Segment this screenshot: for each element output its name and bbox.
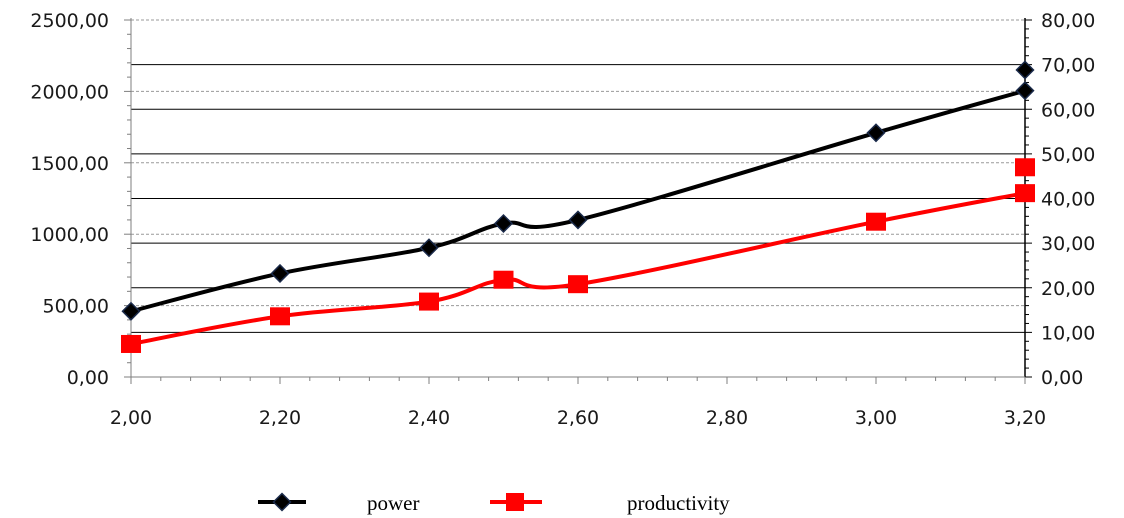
left-axis-tick-labels: 0,00 500,00 1000,00 1500,00 2000,00 2500,00 xyxy=(30,10,109,389)
productivity-point xyxy=(1015,158,1035,177)
left-tick-label: 1000,00 xyxy=(30,224,109,246)
left-tick-label: 500,00 xyxy=(43,296,109,318)
right-tick-label: 10,00 xyxy=(1041,322,1095,344)
power-point xyxy=(1015,60,1035,80)
x-tick-label: 2,60 xyxy=(557,407,599,429)
right-axis-gridlines xyxy=(131,64,1025,333)
right-tick-label: 20,00 xyxy=(1041,278,1095,300)
power-point xyxy=(270,263,290,284)
legend-power-label: power xyxy=(367,491,419,515)
productivity-point xyxy=(270,307,290,326)
right-tick-label: 30,00 xyxy=(1041,233,1095,255)
left-tick-label: 2500,00 xyxy=(30,10,109,32)
x-tick-label: 3,20 xyxy=(1004,407,1046,429)
left-tick-label: 2000,00 xyxy=(30,81,109,103)
left-tick-label: 1500,00 xyxy=(30,153,109,175)
productivity-point xyxy=(1015,184,1035,203)
right-tick-label: 50,00 xyxy=(1041,144,1095,166)
legend: power productivity xyxy=(258,491,730,515)
productivity-point xyxy=(568,275,588,294)
x-axis-tick-labels: 2,00 2,20 2,40 2,60 2,80 3,00 3,20 xyxy=(110,407,1046,429)
productivity-point xyxy=(121,334,141,353)
power-point xyxy=(493,213,514,234)
x-axis-ticks xyxy=(130,377,1026,384)
right-tick-label: 60,00 xyxy=(1041,99,1095,121)
power-point xyxy=(121,301,141,321)
x-tick-label: 2,00 xyxy=(110,407,152,429)
x-tick-label: 2,80 xyxy=(706,407,748,429)
axes xyxy=(124,18,1032,378)
legend-productivity-label: productivity xyxy=(627,491,730,515)
legend-power-marker xyxy=(272,492,292,512)
x-tick-label: 2,20 xyxy=(259,407,301,429)
right-tick-label: 80,00 xyxy=(1041,10,1095,32)
productivity-point xyxy=(493,270,514,289)
right-tick-label: 70,00 xyxy=(1041,55,1095,77)
legend-productivity-marker xyxy=(506,493,524,511)
right-axis-tick-labels: 0,00 10,00 20,00 30,00 40,00 50,00 60,00 70,00 8… xyxy=(1041,10,1095,389)
power-point xyxy=(1015,81,1035,101)
series-markers xyxy=(121,60,1035,353)
productivity-point xyxy=(419,292,439,311)
x-tick-label: 3,00 xyxy=(855,407,897,429)
power-point xyxy=(568,210,588,230)
x-tick-label: 2,40 xyxy=(408,407,450,429)
power-point xyxy=(866,123,886,143)
left-axis-gridlines xyxy=(131,19,1025,307)
productivity-point xyxy=(866,212,886,231)
power-point xyxy=(419,238,439,258)
right-tick-label: 0,00 xyxy=(1041,367,1083,389)
right-tick-label: 40,00 xyxy=(1041,189,1095,211)
left-tick-label: 0,00 xyxy=(67,367,109,389)
